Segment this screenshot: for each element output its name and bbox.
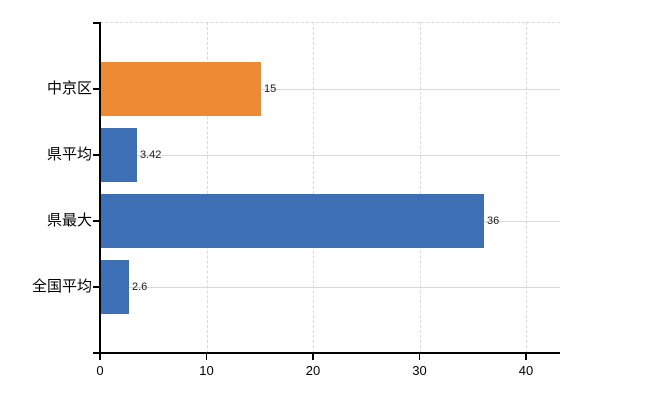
vertical-gridline (419, 22, 421, 353)
y-axis-tick (93, 88, 100, 90)
category-label: 県最大 (46, 212, 92, 229)
y-axis-line (99, 22, 101, 353)
x-axis-tick (205, 353, 207, 360)
bar-item (101, 260, 129, 314)
bar-item (101, 194, 484, 248)
horizontal-gridline (100, 155, 560, 156)
x-axis-tick (312, 353, 314, 360)
x-axis-tick-label: 40 (518, 363, 534, 378)
y-axis-tick (93, 286, 100, 288)
category-label: 全国平均 (31, 278, 92, 295)
value-label: 2.6 (132, 281, 148, 293)
bar-item (101, 62, 261, 116)
category-label: 県平均 (46, 146, 92, 163)
x-axis-tick-label: 20 (305, 363, 321, 378)
vertical-gridline (526, 22, 527, 353)
x-axis-tick (525, 353, 527, 360)
x-axis-tick (418, 353, 420, 360)
bar-item (101, 128, 137, 182)
horizontal-gridline (100, 89, 560, 90)
x-axis-tick-label: 10 (199, 363, 214, 378)
value-label: 15 (264, 83, 277, 95)
value-label: 3.42 (140, 149, 162, 161)
y-axis-top-tick (93, 22, 100, 24)
x-axis-tick-label: 30 (412, 363, 427, 378)
y-axis-tick (93, 154, 100, 156)
x-axis-tick-label: 0 (96, 363, 104, 378)
vertical-gridline (206, 22, 208, 353)
vertical-gridline (313, 22, 314, 353)
value-label: 36 (487, 215, 500, 227)
horizontal-gridline (100, 287, 560, 288)
category-label: 中京区 (46, 80, 92, 97)
x-axis-line (93, 352, 560, 354)
y-axis-tick (93, 220, 100, 222)
x-axis-tick (99, 353, 101, 360)
plot-top-gridline (100, 22, 560, 23)
